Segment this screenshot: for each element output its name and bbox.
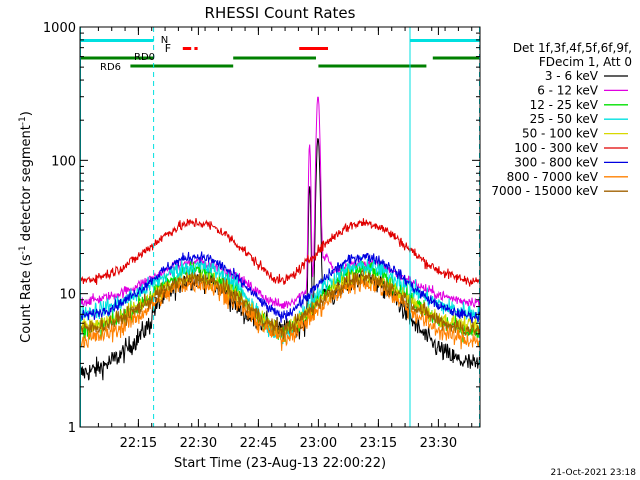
x-tick-label-1: 22:30 — [180, 436, 217, 451]
series-line-7 — [79, 274, 481, 351]
series-line-8 — [79, 268, 481, 340]
y-axis-label-sup1: -1 — [18, 245, 28, 254]
legend-header-line1: Det 1f,3f,4f,5f,6f,9f, — [513, 41, 632, 55]
y-tick-label-0: 1 — [68, 421, 76, 436]
y-axis-label-mid: detector segment — [19, 125, 34, 245]
data-lines — [79, 96, 481, 381]
y-axis-label: Count Rate (s-1 detector segment-1) — [18, 111, 34, 343]
generation-timestamp: 21-Oct-2021 23:18 — [551, 468, 637, 478]
flag-label-rd6: RD6 — [100, 62, 121, 73]
y-tick-label-3: 1000 — [43, 21, 76, 36]
series-line-0 — [79, 138, 481, 381]
x-tick-label-5: 23:30 — [420, 436, 457, 451]
x-axis-label: Start Time (23-Aug-13 22:00:22) — [174, 456, 386, 471]
flag-label-rd0: RD0 — [134, 52, 155, 63]
series-line-6 — [79, 251, 481, 324]
y-axis-label-end: ) — [19, 111, 34, 116]
legend-label-3: 25 - 50 keV — [530, 112, 599, 126]
x-tick-label-4: 23:15 — [360, 436, 397, 451]
y-tick-label-1: 10 — [59, 288, 76, 303]
legend-label-4: 50 - 100 keV — [522, 127, 599, 141]
legend-label-5: 100 - 300 keV — [514, 141, 598, 155]
legend-header-line2: FDecim 1, Att 0 — [539, 55, 632, 69]
axes: 1 10 100 1000 22:15 22:30 22:45 23:00 23:15 23:30 — [43, 21, 480, 451]
legend-label-0: 3 - 6 keV — [545, 69, 599, 83]
chart-title: RHESSI Count Rates — [205, 4, 356, 22]
y-axis-label-main: Count Rate (s — [19, 254, 34, 343]
legend-label-8: 7000 - 15000 keV — [491, 184, 598, 198]
plot-frame — [79, 26, 481, 428]
y-axis-label-sup2: -1 — [18, 116, 28, 125]
legend: Det 1f,3f,4f,5f,6f,9f, FDecim 1, Att 0 3… — [491, 41, 632, 198]
x-tick-label-2: 22:45 — [240, 436, 277, 451]
legend-label-2: 12 - 25 keV — [530, 98, 599, 112]
series-line-5 — [79, 218, 481, 287]
flag-label-n: N — [161, 35, 168, 46]
x-tick-label-3: 23:00 — [300, 436, 337, 451]
y-tick-label-2: 100 — [51, 154, 76, 169]
x-tick-label-0: 22:15 — [120, 436, 157, 451]
legend-label-7: 800 - 7000 keV — [507, 170, 599, 184]
legend-label-1: 6 - 12 keV — [537, 83, 599, 97]
flag-label-f: F — [165, 42, 171, 55]
series-line-1 — [79, 96, 481, 309]
status-flags: NF RD0 RD6 — [80, 27, 480, 427]
legend-label-6: 300 - 800 keV — [514, 155, 598, 169]
